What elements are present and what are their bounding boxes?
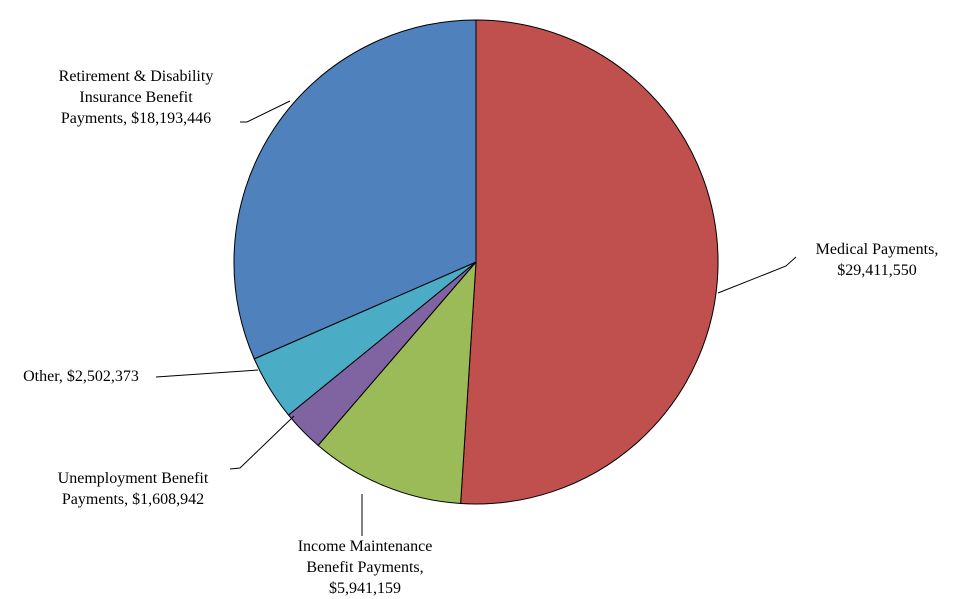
slice-label-line: Medical Payments,	[815, 241, 939, 258]
pie-slice-income-maintenance-benefit-payments	[317, 261, 477, 505]
slice-label-line: Income Maintenance	[297, 538, 433, 555]
slice-label-line: $5,941,159	[329, 580, 401, 597]
leader-line-other	[155, 369, 259, 378]
pie-slice-medical-payments	[460, 19, 719, 505]
slice-label-unemployment-benefit: Unemployment Benefit Payments, $1,608,94…	[18, 468, 248, 510]
slice-label-line: Payments, $18,193,446	[60, 110, 212, 127]
slice-label-line: Insurance Benefit	[79, 89, 193, 106]
leader-line-retirement-disability-insurance-benefit-payments	[240, 100, 291, 123]
slice-label-line: Retirement & Disability	[58, 68, 214, 85]
slice-label-line: $29,411,550	[837, 262, 917, 279]
slice-label-income-maintenance: Income Maintenance Benefit Payments, $5,…	[240, 536, 490, 599]
slice-label-other: Other, $2,502,373	[0, 366, 162, 387]
slice-label-medical-payments: Medical Payments, $29,411,550	[792, 239, 955, 281]
leader-line-medical-payments	[717, 256, 797, 294]
slice-label-line: Payments, $1,608,942	[61, 491, 205, 508]
leader-lines	[155, 100, 797, 536]
pie-slice-retirement-disability-insurance-benefit-payments	[233, 19, 477, 360]
leader-line-unemployment-benefit-payments	[229, 415, 295, 470]
pie-slices	[233, 19, 719, 505]
slice-label-line: Benefit Payments,	[306, 559, 424, 576]
slice-label-line: Unemployment Benefit	[57, 470, 209, 487]
slice-label-retirement-disability: Retirement & Disability Insurance Benefi…	[20, 66, 252, 129]
slice-label-line: Other, $2,502,373	[23, 368, 139, 385]
